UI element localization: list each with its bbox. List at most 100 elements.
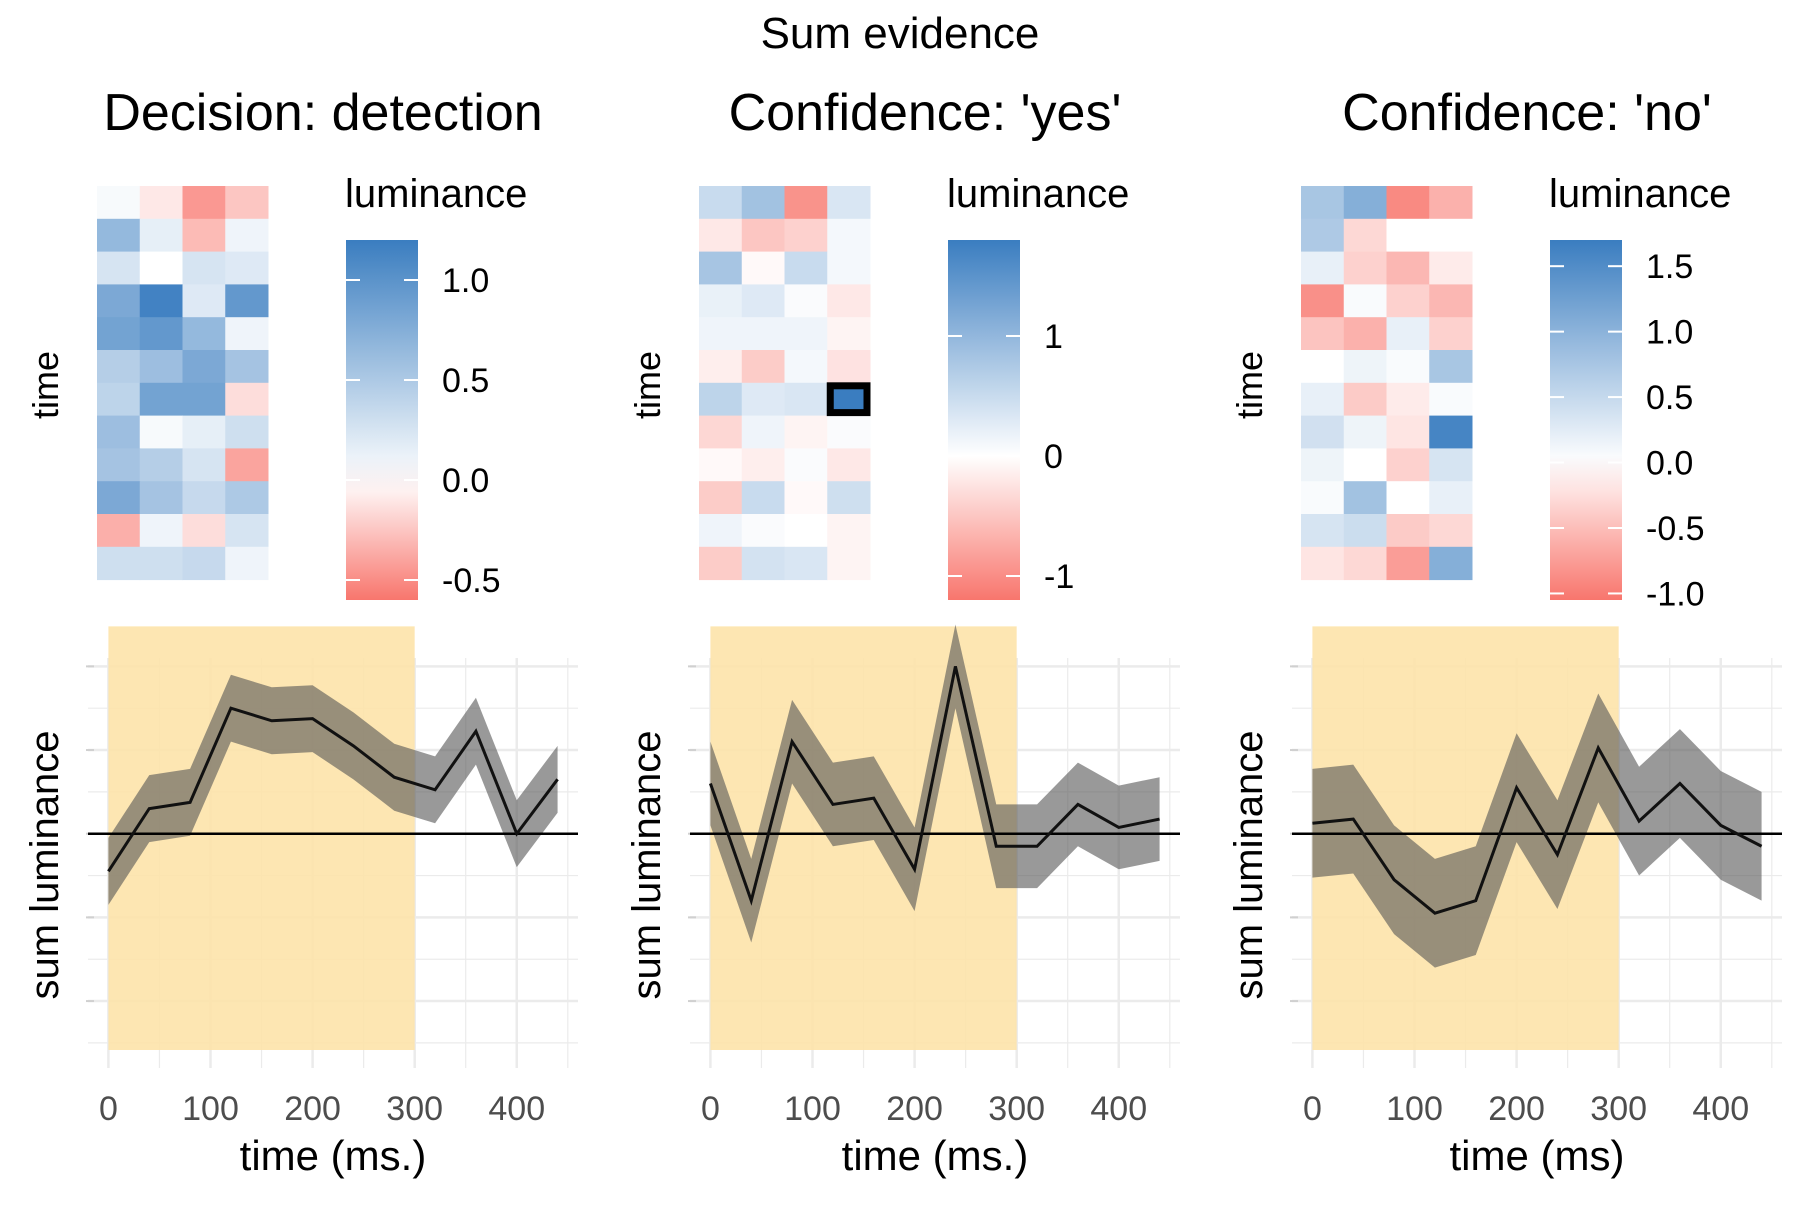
heatmap-cell	[97, 448, 140, 481]
heatmap-ylabel: time	[1229, 351, 1270, 419]
heatmap-cell	[827, 252, 870, 285]
heatmap-cell	[827, 416, 870, 449]
x-tick-label: 300	[1590, 1090, 1647, 1128]
heatmap-cell	[742, 317, 785, 350]
legend-title: luminance	[947, 172, 1129, 216]
heatmap-cell	[742, 514, 785, 547]
heatmap-cell	[140, 481, 183, 514]
heatmap-cell	[183, 252, 226, 285]
heatmap-cell	[1429, 252, 1472, 285]
heatmap-cell	[699, 186, 742, 219]
heatmap-cell	[225, 547, 268, 580]
heatmap-cell	[742, 350, 785, 383]
x-tick-label: 400	[1692, 1090, 1749, 1128]
heatmap-cell	[1429, 186, 1472, 219]
x-tick-label: 300	[386, 1090, 443, 1128]
heatmap-cell	[1387, 284, 1430, 317]
heatmap-cell	[1301, 252, 1344, 285]
heatmap-cell	[1344, 284, 1387, 317]
heatmap-cell	[97, 416, 140, 449]
heatmap-cell	[699, 416, 742, 449]
heatmap-cell	[183, 514, 226, 547]
legend-title: luminance	[345, 172, 527, 216]
x-tick-label: 100	[182, 1090, 239, 1128]
heatmap-cell	[1344, 481, 1387, 514]
legend-tick-label: 1	[1044, 318, 1063, 356]
heatmap-cell	[742, 448, 785, 481]
heatmap-cell	[183, 448, 226, 481]
heatmap-cell	[140, 219, 183, 252]
heatmap-cell	[699, 547, 742, 580]
figure-suptitle: Sum evidence	[761, 9, 1040, 58]
heatmap-cell	[1344, 252, 1387, 285]
heatmap-cell	[699, 219, 742, 252]
legend-tick-label: 1.0	[1646, 314, 1693, 352]
heatmap-cell	[785, 481, 828, 514]
legend-tick-label: -0.5	[1646, 510, 1705, 548]
heatmap-cell	[225, 481, 268, 514]
heatmap-cell	[1429, 219, 1472, 252]
heatmap-cell	[97, 186, 140, 219]
heatmap-ylabel: time	[25, 351, 66, 419]
x-tick-label: 100	[1386, 1090, 1443, 1128]
heatmap-cell	[140, 448, 183, 481]
heatmap-cell	[97, 219, 140, 252]
heatmap-cell	[699, 317, 742, 350]
x-tick-label: 100	[784, 1090, 841, 1128]
heatmap-cell	[225, 284, 268, 317]
heatmap-cell	[742, 383, 785, 416]
heatmap-cell	[97, 350, 140, 383]
heatmap-cell	[1387, 514, 1430, 547]
heatmap-cell	[1344, 547, 1387, 580]
y-axis-label: sum luminance	[1227, 730, 1271, 999]
heatmap-cell	[183, 219, 226, 252]
heatmap-cell	[827, 219, 870, 252]
heatmap-ylabel: time	[627, 351, 668, 419]
heatmap-cell	[225, 350, 268, 383]
heatmap-cell	[785, 383, 828, 416]
heatmap-cell	[183, 284, 226, 317]
legend-title: luminance	[1549, 172, 1731, 216]
heatmap-cell	[699, 284, 742, 317]
x-tick-label: 0	[99, 1090, 118, 1128]
heatmap-cell	[827, 547, 870, 580]
x-tick-label: 200	[1488, 1090, 1545, 1128]
heatmap-cell	[225, 252, 268, 285]
y-axis-label: sum luminance	[625, 730, 669, 999]
legend-tick-label: 0.5	[442, 362, 489, 400]
x-tick-label: 400	[1090, 1090, 1147, 1128]
heatmap-cell	[1301, 547, 1344, 580]
heatmap-cell	[1344, 448, 1387, 481]
heatmap-cell	[225, 514, 268, 547]
heatmap-cell	[97, 317, 140, 350]
heatmap-cell	[183, 317, 226, 350]
legend-tick-label: 1.0	[442, 262, 489, 300]
heatmap-cell	[827, 284, 870, 317]
heatmap-cell	[1301, 284, 1344, 317]
heatmap-cell	[1429, 416, 1472, 449]
heatmap-cell	[785, 284, 828, 317]
heatmap-cell	[225, 448, 268, 481]
heatmap-cell	[97, 514, 140, 547]
heatmap-cell	[699, 481, 742, 514]
x-axis-label: time (ms.)	[240, 1132, 427, 1179]
heatmap-cell	[699, 448, 742, 481]
heatmap-cell	[785, 186, 828, 219]
legend-tick-label: -1	[1044, 558, 1074, 596]
heatmap-cell	[1301, 416, 1344, 449]
heatmap-cell	[785, 317, 828, 350]
heatmap-cell	[1429, 448, 1472, 481]
heatmap-cell	[140, 547, 183, 580]
heatmap-cell	[742, 416, 785, 449]
heatmap-cell	[1301, 514, 1344, 547]
heatmap-panel: Decision: detectiontimeluminance1.00.50.…	[25, 84, 543, 600]
heatmap-cell	[140, 514, 183, 547]
heatmap-cell	[1387, 350, 1430, 383]
heatmap-cell	[140, 186, 183, 219]
heatmap-cell	[1344, 416, 1387, 449]
heatmap-cell	[785, 252, 828, 285]
heatmap-cell	[1429, 284, 1472, 317]
heatmap-cell	[225, 416, 268, 449]
heatmap-cell	[183, 186, 226, 219]
heatmap-cell	[785, 514, 828, 547]
